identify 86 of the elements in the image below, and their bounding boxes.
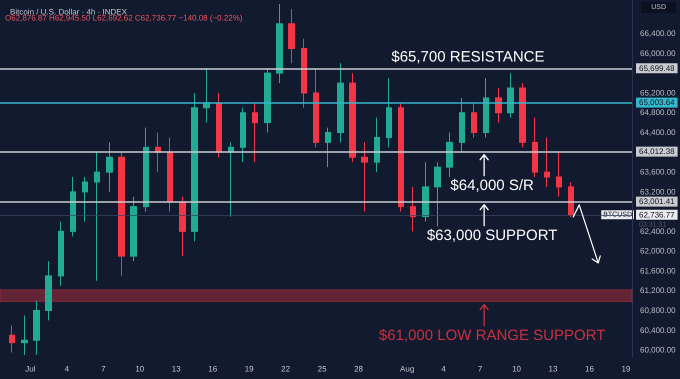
candlestick	[94, 152, 100, 282]
candlestick	[471, 102, 477, 138]
candlestick	[179, 196, 186, 257]
candlestick	[519, 82, 526, 148]
candlestick	[532, 117, 538, 178]
candlestick	[544, 136, 550, 188]
y-tick-label: 66,400.00	[640, 29, 676, 38]
candlestick	[191, 92, 198, 242]
candlestick	[106, 142, 113, 192]
candlestick	[130, 196, 137, 262]
y-tick-label: 66,000.00	[640, 48, 676, 58]
y-tick-label: 62,400.00	[640, 226, 676, 236]
candlestick	[325, 127, 331, 168]
candlestick	[337, 62, 344, 143]
y-tick-label: 61,600.00	[640, 266, 676, 276]
candlestick	[9, 324, 15, 354]
x-tick-label: 7	[101, 364, 106, 374]
annotation: $64,000 S/R	[450, 177, 534, 194]
x-tick-label: Aug	[400, 364, 414, 374]
annotation: O62,876.87 H62,945.50 L62,692.62 C62,736.77 −140.08 (−0.22%)	[5, 14, 243, 22]
candlestick	[410, 186, 416, 232]
candlestick	[118, 152, 125, 276]
x-tick-label: 4	[441, 364, 446, 374]
candlestick	[507, 72, 514, 118]
candlestick	[568, 181, 574, 218]
candlestick	[45, 260, 52, 321]
candlestick	[203, 68, 210, 124]
x-tick-label: 13	[172, 364, 182, 374]
x-tick-label: Jul	[25, 364, 36, 374]
x-tick-label: 19	[621, 364, 631, 374]
y-tick-label: 61,200.00	[640, 286, 676, 296]
x-tick-label: 22	[281, 364, 291, 374]
y-tick-label: 60,400.00	[640, 326, 676, 335]
ref-line-label: 65,699.48	[639, 64, 676, 73]
candlestick	[143, 127, 149, 212]
x-tick-label: 28	[354, 364, 364, 374]
annotation: $61,000 LOW RANGE SUPPORT	[378, 327, 606, 344]
x-tick-label: 13	[548, 364, 558, 374]
candlestick	[313, 68, 319, 148]
candlestick	[21, 314, 28, 356]
candlestick	[288, 8, 295, 64]
y-tick-label: 60,800.00	[640, 306, 676, 316]
y-tick-label: 64,400.00	[640, 128, 676, 138]
candlestick	[386, 78, 392, 148]
candlestick	[459, 97, 465, 153]
x-tick-label: 16	[208, 364, 218, 374]
candlestick	[82, 176, 88, 222]
y-tick-label: 64,800.00	[640, 108, 676, 118]
candlestick	[264, 68, 271, 134]
candlestick	[301, 38, 307, 108]
candlestick	[398, 102, 404, 212]
ref-line-label: 62,736.77	[639, 210, 676, 220]
candlestick	[216, 92, 222, 158]
candlestick	[58, 221, 64, 286]
ref-line-label: 65,003.64	[639, 98, 676, 108]
candlestick	[422, 162, 429, 222]
ref-line-label: 64,012.38	[639, 147, 676, 156]
candlestick	[228, 142, 234, 218]
candlestick	[240, 107, 246, 163]
candlestick	[361, 142, 368, 212]
ref-line-label: 63,001.41	[639, 197, 676, 206]
candlestick	[556, 152, 562, 198]
annotation: $65,700 RESISTANCE	[391, 48, 544, 66]
candlestick	[374, 117, 380, 173]
candlestick	[434, 162, 441, 227]
y-tick-label: 65,200.00	[640, 88, 676, 98]
candlestick	[349, 72, 356, 163]
candlestick	[33, 300, 40, 356]
x-tick-label: 25	[318, 364, 328, 374]
y-tick-label: 62,000.00	[640, 246, 676, 256]
candlestick	[483, 78, 489, 138]
x-tick-label: 4	[64, 364, 70, 374]
x-tick-label: 10	[512, 364, 522, 374]
x-tick-label: 16	[585, 364, 594, 374]
y-tick-label: 63,600.00	[640, 168, 676, 177]
annotation: $63,000 SUPPORT	[426, 227, 558, 244]
x-tick-label: 10	[135, 364, 145, 374]
candlestick	[276, 3, 283, 84]
candlestick	[252, 102, 258, 163]
x-tick-label: 19	[244, 364, 254, 374]
x-tick-label: 7	[478, 364, 483, 374]
candlestick	[446, 132, 453, 178]
candlestick	[167, 136, 173, 212]
y-tick-label: 63,200.00	[640, 187, 676, 196]
candlestick	[70, 176, 76, 237]
y-tick-label: 60,000.00	[640, 346, 676, 355]
